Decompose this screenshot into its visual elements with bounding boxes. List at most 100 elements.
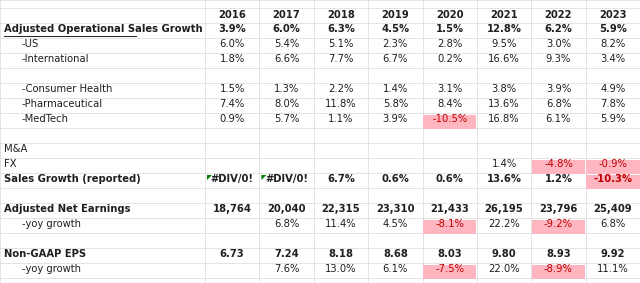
Text: 8.4%: 8.4%: [437, 99, 462, 109]
Text: 16.6%: 16.6%: [488, 54, 520, 64]
Bar: [532, 220, 585, 233]
Text: 4.5%: 4.5%: [381, 24, 410, 34]
Text: #DIV/0!: #DIV/0!: [211, 174, 253, 184]
Text: 22,315: 22,315: [322, 204, 360, 214]
Text: 2.3%: 2.3%: [383, 39, 408, 49]
Text: 6.6%: 6.6%: [274, 54, 300, 64]
Text: 13.6%: 13.6%: [486, 174, 522, 184]
Text: 12.8%: 12.8%: [486, 24, 522, 34]
Text: 0.2%: 0.2%: [437, 54, 462, 64]
Text: 2016: 2016: [218, 10, 246, 20]
Text: 1.5%: 1.5%: [220, 84, 245, 94]
Text: -8.1%: -8.1%: [435, 219, 464, 229]
Text: 5.9%: 5.9%: [600, 114, 625, 124]
Text: -7.5%: -7.5%: [435, 264, 464, 274]
Text: 3.4%: 3.4%: [600, 54, 625, 64]
Text: 20,040: 20,040: [268, 204, 306, 214]
Text: 4.5%: 4.5%: [383, 219, 408, 229]
Bar: [532, 160, 585, 173]
Text: 13.0%: 13.0%: [325, 264, 356, 274]
Text: 6.2%: 6.2%: [545, 24, 572, 34]
Text: 9.92: 9.92: [600, 249, 625, 259]
Text: Adjusted Operational Sales Growth: Adjusted Operational Sales Growth: [4, 24, 203, 34]
Polygon shape: [207, 175, 212, 180]
Text: 3.9%: 3.9%: [218, 24, 246, 34]
Text: -0.9%: -0.9%: [598, 159, 627, 169]
Text: 2023: 2023: [599, 10, 627, 20]
Bar: [423, 220, 476, 233]
Text: 2022: 2022: [545, 10, 572, 20]
Text: -Consumer Health: -Consumer Health: [22, 84, 113, 94]
Text: -yoy growth: -yoy growth: [22, 219, 81, 229]
Text: M&A: M&A: [4, 144, 28, 154]
Text: #DIV/0!: #DIV/0!: [265, 174, 308, 184]
Text: 23,796: 23,796: [540, 204, 578, 214]
Text: 11.1%: 11.1%: [597, 264, 628, 274]
Text: -9.2%: -9.2%: [544, 219, 573, 229]
Text: 4.9%: 4.9%: [600, 84, 625, 94]
Text: 22.0%: 22.0%: [488, 264, 520, 274]
Text: 5.7%: 5.7%: [274, 114, 300, 124]
Bar: [586, 175, 639, 188]
Text: Non-GAAP EPS: Non-GAAP EPS: [4, 249, 86, 259]
Bar: [586, 160, 639, 173]
Text: 6.1%: 6.1%: [383, 264, 408, 274]
Text: -International: -International: [22, 54, 90, 64]
Text: 2019: 2019: [381, 10, 409, 20]
Text: 1.2%: 1.2%: [545, 174, 572, 184]
Text: 8.0%: 8.0%: [274, 99, 299, 109]
Text: 5.1%: 5.1%: [328, 39, 354, 49]
Text: -US: -US: [22, 39, 39, 49]
Text: 16.8%: 16.8%: [488, 114, 520, 124]
Text: 1.4%: 1.4%: [383, 84, 408, 94]
Text: 1.5%: 1.5%: [436, 24, 464, 34]
Text: 6.7%: 6.7%: [327, 174, 355, 184]
Polygon shape: [261, 175, 266, 180]
Text: 8.93: 8.93: [546, 249, 571, 259]
Text: 11.8%: 11.8%: [325, 99, 356, 109]
Text: 21,433: 21,433: [430, 204, 469, 214]
Text: 1.8%: 1.8%: [220, 54, 245, 64]
Text: 7.6%: 7.6%: [274, 264, 300, 274]
Text: 9.3%: 9.3%: [546, 54, 571, 64]
Text: 7.4%: 7.4%: [220, 99, 245, 109]
Text: 2.2%: 2.2%: [328, 84, 354, 94]
Text: 2.8%: 2.8%: [437, 39, 462, 49]
Text: 3.0%: 3.0%: [546, 39, 571, 49]
Text: 5.8%: 5.8%: [383, 99, 408, 109]
Text: 22.2%: 22.2%: [488, 219, 520, 229]
Text: 18,764: 18,764: [212, 204, 252, 214]
Text: 1.3%: 1.3%: [274, 84, 299, 94]
Text: -8.9%: -8.9%: [544, 264, 573, 274]
Text: -Pharmaceutical: -Pharmaceutical: [22, 99, 103, 109]
Text: -MedTech: -MedTech: [22, 114, 69, 124]
Text: 7.8%: 7.8%: [600, 99, 625, 109]
Text: FX: FX: [4, 159, 17, 169]
Text: 8.2%: 8.2%: [600, 39, 625, 49]
Text: 2017: 2017: [273, 10, 300, 20]
Bar: [423, 115, 476, 128]
Text: 3.9%: 3.9%: [546, 84, 571, 94]
Text: 8.18: 8.18: [328, 249, 353, 259]
Text: 26,195: 26,195: [484, 204, 524, 214]
Text: 7.24: 7.24: [274, 249, 299, 259]
Text: 0.6%: 0.6%: [436, 174, 463, 184]
Text: 5.9%: 5.9%: [599, 24, 627, 34]
Text: 6.7%: 6.7%: [383, 54, 408, 64]
Bar: [423, 265, 476, 278]
Text: 13.6%: 13.6%: [488, 99, 520, 109]
Text: 9.5%: 9.5%: [492, 39, 516, 49]
Text: -10.3%: -10.3%: [593, 174, 632, 184]
Text: 1.4%: 1.4%: [492, 159, 516, 169]
Text: 2020: 2020: [436, 10, 463, 20]
Text: 6.0%: 6.0%: [220, 39, 245, 49]
Text: 7.7%: 7.7%: [328, 54, 354, 64]
Text: 6.8%: 6.8%: [274, 219, 299, 229]
Text: 5.4%: 5.4%: [274, 39, 299, 49]
Text: -4.8%: -4.8%: [544, 159, 573, 169]
Text: 0.9%: 0.9%: [220, 114, 245, 124]
Text: 11.4%: 11.4%: [325, 219, 356, 229]
Text: 8.68: 8.68: [383, 249, 408, 259]
Text: 6.0%: 6.0%: [273, 24, 301, 34]
Text: -10.5%: -10.5%: [432, 114, 467, 124]
